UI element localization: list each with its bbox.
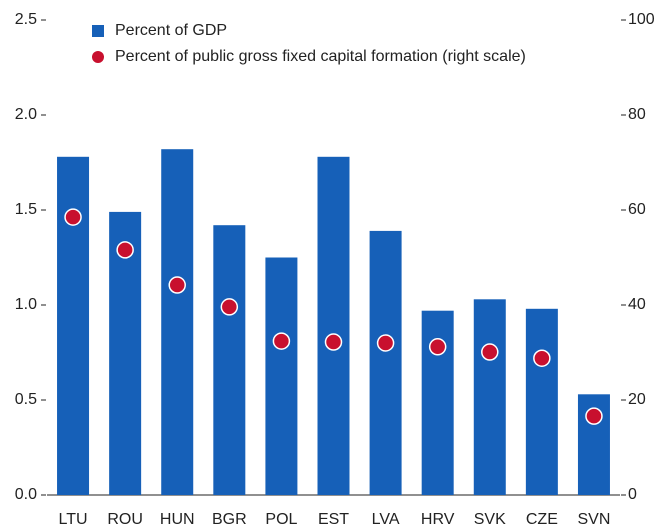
x-tick-label: HUN — [160, 511, 195, 528]
x-tick-label: LVA — [372, 511, 400, 528]
x-tick-label: SVK — [474, 511, 506, 528]
y-tick-label: 2.0 — [15, 106, 37, 123]
y2-tick-label: 80 — [628, 106, 646, 123]
bar — [473, 299, 506, 495]
x-tick-label: CZE — [526, 511, 558, 528]
legend-swatch — [92, 25, 104, 37]
bar — [317, 156, 350, 496]
y-tick-label: 0.5 — [15, 391, 37, 408]
legend-label: Percent of GDP — [115, 22, 227, 39]
bar — [213, 225, 246, 495]
x-tick-label: EST — [318, 511, 349, 528]
x-tick-label: LTU — [59, 511, 88, 528]
x-tick-label: ROU — [107, 511, 143, 528]
y-tick-label: 0.0 — [15, 486, 37, 503]
y2-tick-label: 60 — [628, 201, 646, 218]
legend-swatch — [92, 51, 104, 63]
bar — [265, 257, 298, 495]
y-tick-label: 2.5 — [15, 11, 37, 28]
x-tick-label: BGR — [212, 511, 247, 528]
legend-label: Percent of public gross fixed capital fo… — [115, 48, 526, 65]
dot — [428, 338, 447, 356]
dot — [168, 276, 186, 294]
y2-tick-label: 40 — [628, 296, 646, 313]
x-tick-label: HRV — [421, 511, 455, 528]
bar — [369, 230, 402, 495]
dot — [64, 208, 82, 226]
dot — [376, 334, 395, 352]
dot — [533, 349, 551, 367]
dot — [481, 343, 499, 361]
dot — [585, 407, 603, 425]
y2-tick-label: 100 — [628, 11, 655, 28]
dot — [220, 298, 239, 316]
y2-tick-label: 0 — [628, 486, 637, 503]
bar — [161, 149, 194, 495]
x-tick-label: POL — [265, 511, 297, 528]
y2-tick-label: 20 — [628, 391, 646, 408]
y-tick-label: 1.5 — [15, 201, 37, 218]
bar — [525, 308, 558, 495]
y-tick-label: 1.0 — [15, 296, 37, 313]
bar — [57, 156, 90, 496]
dot — [116, 241, 134, 259]
dot — [324, 333, 343, 351]
x-tick-label: SVN — [578, 511, 611, 528]
dot — [272, 332, 291, 350]
bar — [109, 211, 142, 495]
